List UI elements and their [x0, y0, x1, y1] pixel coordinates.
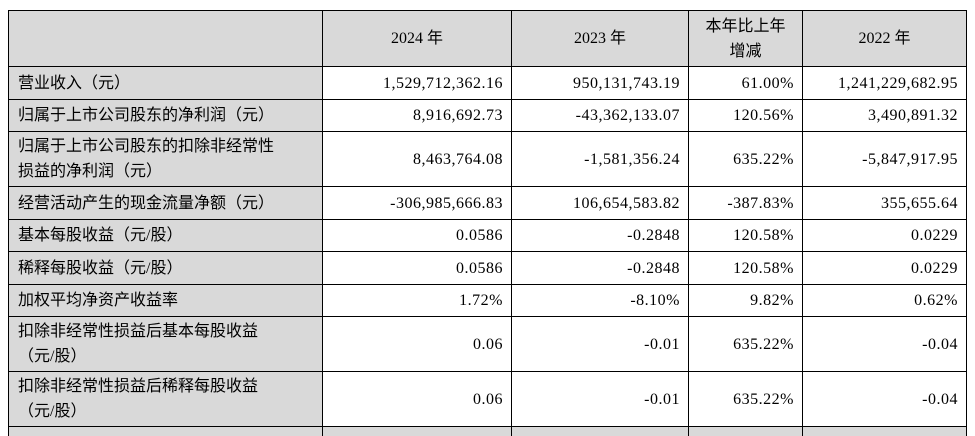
table-row-net-profit-excl-nonrecurring: 归属于上市公司股东的扣除非经常性 损益的净利润（元） 8,463,764.08 …	[8, 131, 967, 187]
table-row-weighted-avg-roe: 加权平均净资产收益率 1.72% -8.10% 9.82% 0.62%	[8, 284, 967, 317]
row-label: 基本每股收益（元/股）	[8, 219, 323, 252]
table-cell: -0.01	[511, 316, 689, 372]
table-row-diluted-eps: 稀释每股收益（元/股） 0.0586 -0.2848 120.58% 0.022…	[8, 251, 967, 285]
table-cell: 120.58%	[688, 219, 803, 252]
row-label: 经营活动产生的现金流量净额（元）	[8, 186, 323, 220]
table-cell: -43,362,133.07	[511, 99, 689, 132]
column-header-2024: 2024 年	[322, 10, 512, 67]
table-cell: 0.06	[322, 316, 512, 372]
column-header-2022: 2022 年	[802, 10, 967, 67]
row-label: 扣除非经常性损益后基本每股收益 （元/股）	[8, 316, 323, 372]
table-row-revenue: 营业收入（元） 1,529,712,362.16 950,131,743.19 …	[8, 66, 967, 100]
table-cell: -8.10%	[511, 284, 689, 317]
table-cell: 0.0586	[322, 219, 512, 252]
table-cell: 9.82%	[688, 284, 803, 317]
column-header-blank	[8, 10, 323, 67]
table-cell: -387.83%	[688, 186, 803, 220]
table-cell	[802, 426, 967, 436]
table-cell: 635.22%	[688, 316, 803, 372]
table-cell: 0.62%	[802, 284, 967, 317]
row-label: 稀释每股收益（元/股）	[8, 251, 323, 285]
table-cell: 0.0229	[802, 251, 967, 285]
table-row-operating-cash-flow: 经营活动产生的现金流量净额（元） -306,985,666.83 106,654…	[8, 186, 967, 220]
table-row-diluted-eps-excl-nonrecurring: 扣除非经常性损益后稀释每股收益 （元/股） 0.06 -0.01 635.22%…	[8, 371, 967, 427]
row-label: 加权平均净资产收益率	[8, 284, 323, 317]
row-label: 营业收入（元）	[8, 66, 323, 100]
table-cell	[8, 426, 323, 436]
row-label: 归属于上市公司股东的扣除非经常性 损益的净利润（元）	[8, 131, 323, 187]
column-header-yoy-change: 本年比上年 增减	[688, 10, 803, 67]
table-cell: 1,241,229,682.95	[802, 66, 967, 100]
table-cell: 1.72%	[322, 284, 512, 317]
table-row-basic-eps: 基本每股收益（元/股） 0.0586 -0.2848 120.58% 0.022…	[8, 219, 967, 252]
table-cell: 106,654,583.82	[511, 186, 689, 220]
table-cell: -306,985,666.83	[322, 186, 512, 220]
row-label: 归属于上市公司股东的净利润（元）	[8, 99, 323, 132]
table-cell: 8,916,692.73	[322, 99, 512, 132]
financial-summary-table: 2024 年 2023 年 本年比上年 增减 2022 年 营业收入（元） 1,…	[8, 10, 967, 436]
table-cell: 355,655.64	[802, 186, 967, 220]
table-cell: 120.56%	[688, 99, 803, 132]
table-cell: 8,463,764.08	[322, 131, 512, 187]
table-cell: -0.2848	[511, 219, 689, 252]
table-cell: -0.04	[802, 371, 967, 427]
table-cell: 1,529,712,362.16	[322, 66, 512, 100]
table-cell: 635.22%	[688, 131, 803, 187]
table-cell: 3,490,891.32	[802, 99, 967, 132]
table-cell: 0.0586	[322, 251, 512, 285]
table-cell: 120.58%	[688, 251, 803, 285]
table-cell: 61.00%	[688, 66, 803, 100]
table-cell: -0.2848	[511, 251, 689, 285]
table-row-basic-eps-excl-nonrecurring: 扣除非经常性损益后基本每股收益 （元/股） 0.06 -0.01 635.22%…	[8, 316, 967, 372]
table-cell: -0.01	[511, 371, 689, 427]
column-header-2023: 2023 年	[511, 10, 689, 67]
table-cell: -5,847,917.95	[802, 131, 967, 187]
table-cell: -0.04	[802, 316, 967, 372]
table-cell: 0.0229	[802, 219, 967, 252]
table-cell	[322, 426, 512, 436]
table-cell	[511, 426, 689, 436]
table-cell: 950,131,743.19	[511, 66, 689, 100]
table-cell	[688, 426, 803, 436]
table-cell: -1,581,356.24	[511, 131, 689, 187]
header-row: 2024 年 2023 年 本年比上年 增减 2022 年	[8, 10, 967, 67]
table-cell: 0.06	[322, 371, 512, 427]
table-row-partial-clipped	[8, 426, 967, 436]
table-cell: 635.22%	[688, 371, 803, 427]
row-label: 扣除非经常性损益后稀释每股收益 （元/股）	[8, 371, 323, 427]
table-row-net-profit: 归属于上市公司股东的净利润（元） 8,916,692.73 -43,362,13…	[8, 99, 967, 132]
